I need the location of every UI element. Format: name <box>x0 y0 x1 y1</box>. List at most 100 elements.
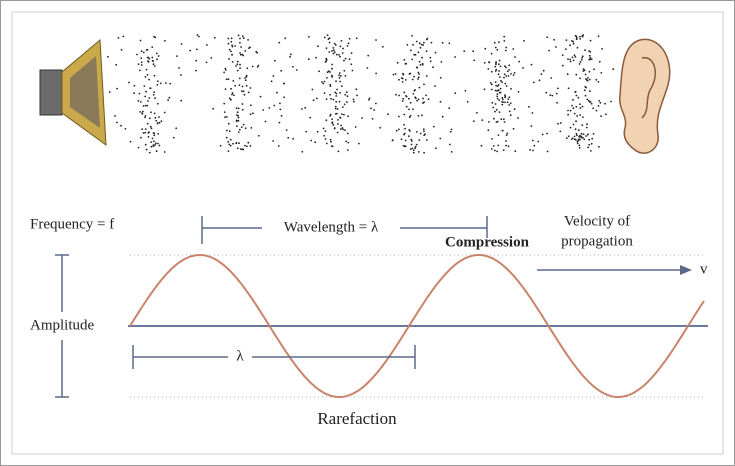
particle <box>246 145 248 148</box>
particle <box>334 113 337 115</box>
particle <box>556 87 559 90</box>
particle <box>403 113 406 116</box>
particle <box>153 74 156 77</box>
particle <box>497 63 500 66</box>
particle <box>531 139 534 142</box>
particle <box>530 125 533 127</box>
particle <box>334 105 337 108</box>
particle <box>373 109 375 111</box>
particle <box>502 149 505 152</box>
particle <box>339 80 342 83</box>
particle <box>582 116 584 118</box>
particle <box>574 128 577 131</box>
particle <box>414 147 416 150</box>
particle <box>403 123 405 126</box>
particle <box>395 129 398 132</box>
particle <box>572 107 575 110</box>
particle <box>321 81 323 83</box>
particle <box>108 91 111 93</box>
particle <box>423 41 425 44</box>
particle <box>583 69 586 72</box>
particle <box>236 114 238 116</box>
particle <box>589 56 592 59</box>
amplitude-bracket <box>55 254 69 398</box>
particle <box>576 46 579 49</box>
particle <box>382 45 384 48</box>
particle <box>330 97 332 100</box>
particle <box>504 82 507 85</box>
particle <box>150 141 153 144</box>
particle <box>579 38 581 40</box>
particle <box>404 79 407 81</box>
particle <box>234 45 237 47</box>
particle <box>336 131 339 134</box>
particle <box>116 121 118 124</box>
particle <box>234 84 237 87</box>
particle <box>227 37 230 40</box>
particle <box>337 150 340 153</box>
particle <box>419 132 422 135</box>
particle <box>335 95 338 97</box>
particle <box>549 94 552 96</box>
particle <box>149 125 152 128</box>
particle <box>156 84 159 86</box>
particle <box>255 51 258 53</box>
particle <box>318 70 320 73</box>
particle <box>107 55 109 58</box>
particle <box>569 58 572 61</box>
particle <box>555 92 558 95</box>
particle <box>513 108 516 111</box>
particle <box>578 63 581 65</box>
particle <box>155 119 158 122</box>
particle <box>153 65 156 67</box>
particle <box>164 82 167 84</box>
particle <box>280 69 283 72</box>
particle <box>343 59 345 62</box>
particle <box>488 61 490 64</box>
particle <box>413 89 416 92</box>
particle <box>427 98 430 100</box>
particle <box>370 107 372 110</box>
particle <box>148 97 151 99</box>
particle <box>379 126 382 129</box>
particle <box>329 115 331 117</box>
particle <box>231 44 234 47</box>
particle <box>398 78 400 81</box>
particle <box>230 40 233 43</box>
particle <box>559 130 562 133</box>
particle <box>578 138 580 141</box>
particle <box>331 63 333 66</box>
particle <box>331 67 333 70</box>
particle <box>425 75 428 77</box>
particle <box>361 117 363 119</box>
particle <box>561 54 564 56</box>
particle <box>417 76 420 79</box>
particle <box>277 145 280 147</box>
particle <box>325 142 328 145</box>
particle <box>301 150 304 153</box>
particle <box>244 144 246 147</box>
particle <box>325 60 327 63</box>
particle <box>490 83 493 86</box>
particle <box>314 141 317 144</box>
particle <box>354 126 357 128</box>
particle <box>228 48 231 51</box>
particle <box>115 63 118 66</box>
particle <box>144 143 147 146</box>
particle <box>601 48 603 50</box>
particle <box>156 122 159 125</box>
particle <box>332 98 335 101</box>
particle <box>512 74 515 76</box>
particle <box>345 91 348 94</box>
particle <box>157 55 160 57</box>
particle <box>532 81 535 84</box>
particle <box>430 41 433 44</box>
particle <box>496 93 499 95</box>
particle <box>153 35 155 38</box>
particle <box>335 100 338 103</box>
particle <box>151 137 154 140</box>
particle <box>153 112 156 115</box>
particle <box>340 124 342 127</box>
particle <box>228 97 231 100</box>
